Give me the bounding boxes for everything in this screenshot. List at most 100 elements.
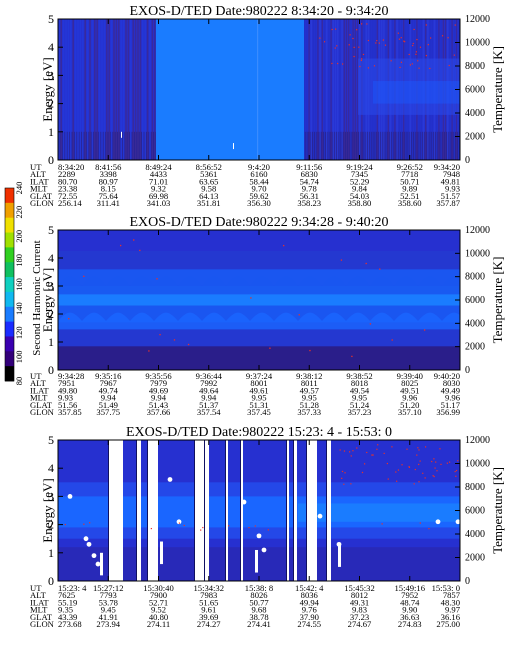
orbit-value: 9.32	[151, 184, 166, 194]
data-gap	[153, 549, 156, 573]
colorbar-segment	[5, 247, 14, 263]
noise-dot	[398, 38, 400, 40]
noise-dot	[401, 464, 403, 466]
spectrogram-column	[312, 19, 315, 160]
orbit-value: 54.03	[350, 191, 369, 201]
spectrogram-column	[354, 19, 356, 160]
noise-dot	[173, 339, 176, 341]
colorbar-tick-label: 120	[14, 326, 24, 339]
spectrogram-column	[356, 19, 359, 160]
noise-dot	[382, 39, 385, 41]
orbit-value: 49.57	[300, 385, 320, 395]
orbit-value: 9.45	[101, 605, 116, 615]
orbit-value: 9.96	[445, 393, 461, 403]
y2-tick-label: 10000	[465, 248, 490, 259]
orbit-value: 56.31	[300, 191, 319, 201]
orbit-value: 15:30:40	[143, 583, 174, 593]
noise-dot	[250, 297, 252, 299]
orbit-row-label: ALT	[30, 590, 47, 600]
spectrogram-column	[125, 19, 127, 160]
orbit-value: 15:27:12	[93, 583, 124, 593]
orbit-value: 49.31	[350, 597, 369, 607]
spectrogram-column	[91, 19, 94, 160]
spectrogram-column	[139, 19, 142, 160]
orbit-value: 9:19:24	[346, 162, 373, 172]
y2-tick-label: 8000	[465, 482, 485, 493]
noise-dot	[412, 44, 414, 47]
spectrogram-column	[127, 19, 130, 160]
orbit-row-label: GLON	[30, 407, 55, 417]
panel-2: EXOS-D/TED Date:980222 9:34:28 - 9:40:20…	[30, 215, 505, 417]
spectrogram-column	[94, 19, 96, 160]
orbit-value: 64.13	[199, 191, 218, 201]
orbit-value: 8:34:20	[58, 162, 84, 172]
noise-dot	[446, 462, 448, 464]
noise-dot	[425, 54, 427, 57]
noise-dot	[83, 523, 85, 525]
orbit-value: 51.31	[249, 400, 268, 410]
noise-dot	[409, 64, 412, 66]
y-tick-label: 1	[48, 125, 54, 139]
spectrogram-column	[319, 19, 321, 160]
orbit-value: 51.20	[400, 400, 419, 410]
data-blob	[83, 536, 89, 542]
orbit-value: 8011	[301, 378, 318, 388]
orbit-value: 9:34:20	[434, 162, 460, 172]
orbit-value: 4433	[150, 169, 167, 179]
chart-title: EXOS-D/TED Date:980222 8:34:20 - 9:34:20	[130, 4, 389, 19]
orbit-value: 50.71	[400, 176, 419, 186]
spectrogram-column	[154, 19, 156, 160]
spectrogram-column	[65, 19, 67, 160]
orbit-value: 9.84	[352, 184, 368, 194]
orbit-value: 9:38:52	[346, 371, 372, 381]
orbit-row-label: ILAT	[30, 597, 49, 607]
noise-dot	[336, 45, 338, 47]
spectrogram-column	[343, 19, 345, 160]
orbit-row-label: GLON	[30, 198, 55, 208]
noise-dot	[342, 63, 344, 65]
data-gap	[307, 440, 317, 581]
noise-dot	[454, 470, 456, 473]
spectrogram-column	[98, 19, 101, 160]
colorbar-segment	[5, 291, 14, 308]
orbit-value: 52.29	[350, 176, 369, 186]
noise-dot	[431, 460, 433, 463]
spectrogram-column	[122, 19, 125, 160]
data-gap	[226, 440, 228, 581]
orbit-value: 358.23	[297, 198, 321, 208]
orbit-value: 274.27	[197, 619, 221, 629]
noise-dot	[331, 62, 333, 65]
noise-dot	[419, 46, 422, 48]
noise-dot	[187, 343, 190, 346]
spectrogram-column	[108, 19, 110, 160]
orbit-value: 37.23	[350, 612, 369, 622]
spectrogram-column	[86, 19, 89, 160]
noise-dot	[349, 451, 351, 453]
orbit-value: 37.90	[300, 612, 319, 622]
orbit-value: 9.94	[101, 393, 117, 403]
orbit-value: 357.33	[297, 407, 321, 417]
noise-dot	[413, 483, 415, 485]
spectrogram-column	[332, 19, 334, 160]
y-tick-label: 4	[48, 40, 54, 54]
orbit-value: 41.91	[99, 612, 118, 622]
noise-dot	[361, 471, 364, 474]
orbit-value: 53.78	[99, 597, 118, 607]
orbit-row-label: GLAT	[30, 612, 53, 622]
noise-dot	[387, 478, 389, 480]
spectrogram-column	[323, 19, 326, 160]
data-blob	[86, 541, 92, 547]
colorbar-tick-label: 220	[14, 206, 24, 219]
noise-dot	[417, 447, 419, 449]
orbit-row-label: UT	[30, 371, 42, 381]
noise-dot	[375, 42, 377, 44]
y2-tick-label: 12000	[465, 14, 490, 25]
gap-edge	[286, 440, 287, 581]
orbit-value: 51.65	[199, 597, 218, 607]
noise-dot	[403, 40, 405, 42]
orbit-value: 2289	[58, 169, 75, 179]
noise-dot	[361, 23, 363, 25]
noise-dot	[415, 53, 417, 55]
data-blob	[167, 477, 173, 482]
noise-dot	[447, 37, 449, 39]
